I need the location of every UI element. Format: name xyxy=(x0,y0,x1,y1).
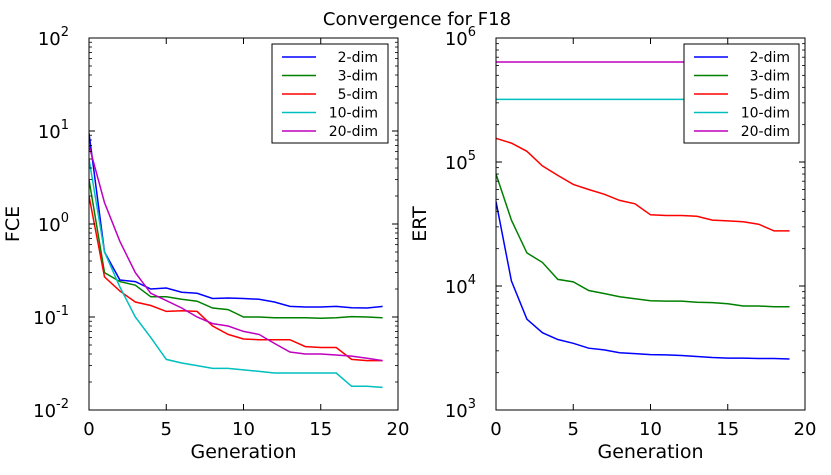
legend-label-10-dim: 10-dim xyxy=(329,106,378,122)
series-line-2-dim xyxy=(496,201,790,360)
y-tick-label: 104 xyxy=(445,273,476,298)
x-tick-label: 10 xyxy=(639,419,662,440)
series-group xyxy=(89,133,383,389)
x-tick-label: 0 xyxy=(490,419,501,440)
series-line-5-dim xyxy=(496,137,790,232)
chart-panel-1: 0 5 10 15 20 10-2 10-1 100 101 102 Generation FCE 2-… xyxy=(2,25,409,463)
x-tick-label: 0 xyxy=(83,419,94,440)
y-tick-label: 102 xyxy=(38,25,69,50)
legend-label-2-dim: 2-dim xyxy=(338,50,378,66)
series-line-3-dim xyxy=(89,179,383,319)
legend-label-20-dim: 20-dim xyxy=(329,124,378,140)
y-tick-label: 10-1 xyxy=(33,304,69,329)
series-group xyxy=(496,61,790,360)
x-tick-label: 5 xyxy=(568,419,579,440)
y-tick-label: 10-2 xyxy=(33,397,69,422)
y-axis-label: FCE xyxy=(2,206,24,242)
x-axis-label: Generation xyxy=(191,441,297,463)
x-axis-label: Generation xyxy=(598,441,704,463)
y-tick-label: 103 xyxy=(445,397,476,422)
x-tick-label: 20 xyxy=(387,419,410,440)
x-tick-label: 15 xyxy=(309,419,332,440)
legend: 2-dim 3-dim 5-dim 10-dim 20-dim xyxy=(271,43,389,144)
charts-container: 0 5 10 15 2010-210-1100101102GenerationFCE2-… xyxy=(2,25,816,463)
legend-label-5-dim: 5-dim xyxy=(750,87,790,103)
series-line-20-dim xyxy=(89,145,383,362)
y-tick-label: 100 xyxy=(38,211,69,236)
figure-title: Convergence for F18 xyxy=(323,9,511,30)
y-tick-label: 105 xyxy=(445,149,476,174)
legend-label-3-dim: 3-dim xyxy=(750,69,790,85)
x-tick-label: 20 xyxy=(794,419,817,440)
x-tick-label: 10 xyxy=(232,419,255,440)
x-tick-label: 5 xyxy=(161,419,172,440)
chart-panel-2: 0 5 10 15 20 103 104 105 106 Generation ERT 2-dim 3-… xyxy=(409,25,816,463)
series-line-2-dim xyxy=(89,133,383,309)
x-tick-label: 15 xyxy=(716,419,739,440)
series-line-5-dim xyxy=(89,195,383,362)
y-tick-label: 106 xyxy=(445,25,476,50)
legend-label-20-dim: 20-dim xyxy=(741,124,790,140)
y-axis-label: ERT xyxy=(409,206,431,242)
legend-label-2-dim: 2-dim xyxy=(750,50,790,66)
legend-box xyxy=(683,43,800,144)
legend-label-10-dim: 10-dim xyxy=(741,106,790,122)
legend-label-5-dim: 5-dim xyxy=(338,87,378,103)
series-line-3-dim xyxy=(496,173,790,308)
legend-label-3-dim: 3-dim xyxy=(338,69,378,85)
legend: 2-dim 3-dim 5-dim 10-dim 20-dim xyxy=(683,43,800,144)
y-tick-label: 101 xyxy=(38,118,69,143)
series-line-10-dim xyxy=(89,158,383,389)
